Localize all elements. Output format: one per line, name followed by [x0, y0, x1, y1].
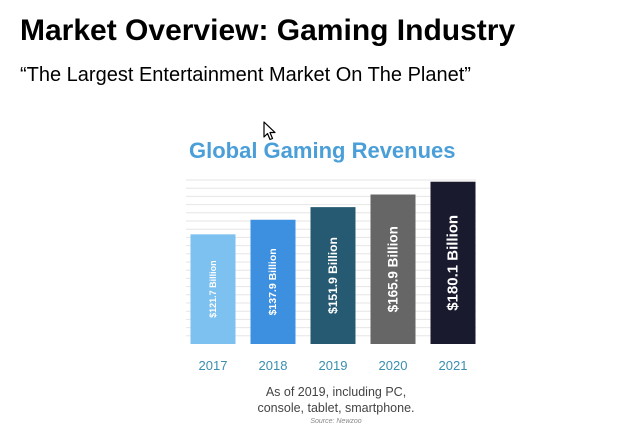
x-tick-label: 2018 [259, 358, 288, 373]
chart-plot: $121.7 Billion 2017 $137.9 Billion 2018 $151… [186, 179, 476, 373]
bar-value-label: $151.9 Billion [326, 237, 340, 314]
revenue-chart: Global Gaming Revenues $121.7 Billion 201… [176, 134, 486, 434]
x-tick-label: 2020 [379, 358, 408, 373]
bar-2019 [310, 207, 356, 344]
slide-title: Market Overview: Gaming Industry [20, 14, 516, 47]
x-tick-label: 2019 [319, 358, 348, 373]
bar-2021 [430, 181, 476, 344]
bar-value-label: $121.7 Billion [208, 260, 218, 318]
mouse-cursor-icon [263, 121, 276, 141]
bar-value-label: $165.9 Billion [386, 226, 401, 312]
slide-subtitle: “The Largest Entertainment Market On The… [20, 64, 471, 86]
x-tick-label: 2017 [199, 358, 228, 373]
x-tick-label: 2021 [439, 358, 468, 373]
chart-note: As of 2019, including PC, console, table… [257, 385, 415, 415]
bar-2018 [250, 219, 296, 344]
bar-value-label: $137.9 Billion [267, 248, 279, 315]
bar-2017 [190, 234, 236, 344]
bar-2020 [370, 194, 416, 344]
bar-value-label: $180.1 Billion [445, 215, 462, 311]
chart-source: Source: Newzoo [310, 418, 362, 425]
chart-title: Global Gaming Revenues [189, 138, 456, 163]
